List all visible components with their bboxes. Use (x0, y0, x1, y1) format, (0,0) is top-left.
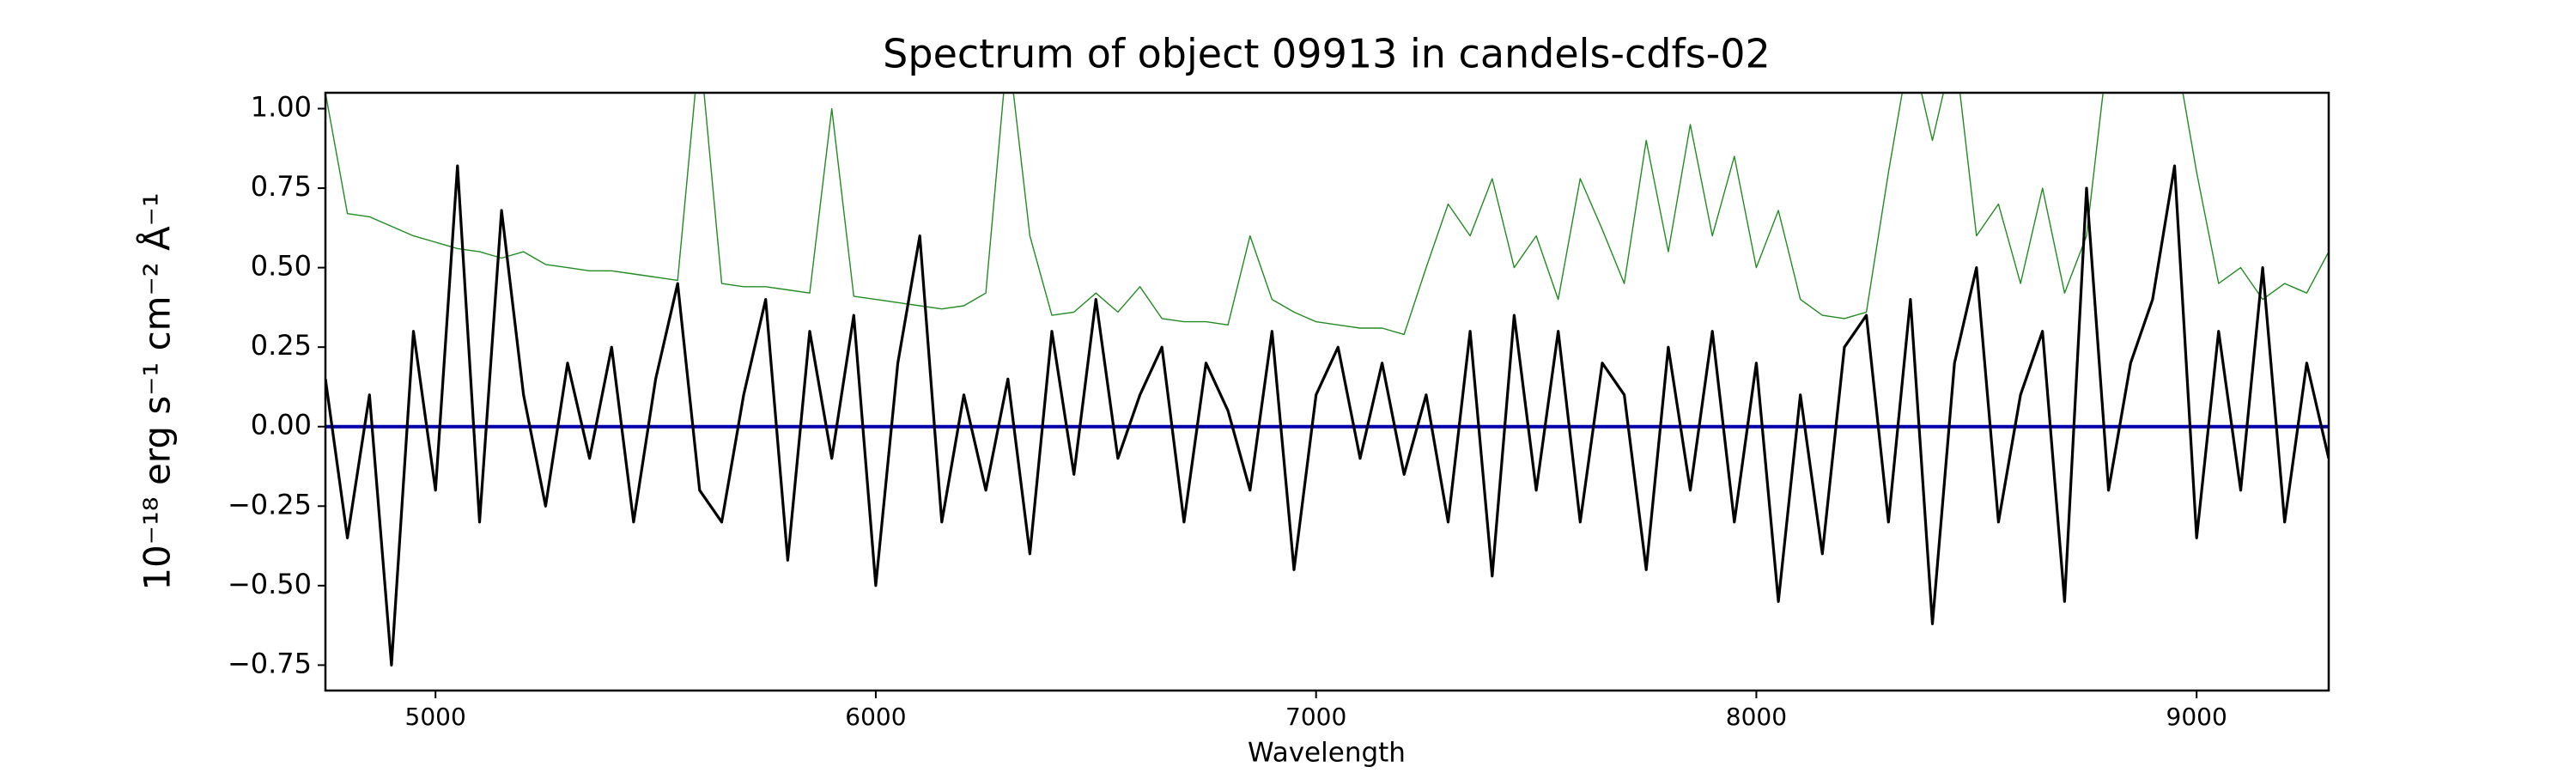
series-line (325, 164, 2329, 666)
y-tick-label: 1.00 (251, 91, 312, 124)
x-tick-label: 7000 (1285, 703, 1346, 731)
y-tick-label: −0.75 (228, 647, 312, 679)
y-axis-label: 10⁻¹⁸ erg s⁻¹ cm⁻² Å⁻¹ (136, 192, 179, 590)
plot-area (325, 93, 2329, 666)
x-tick-label: 8000 (1726, 703, 1787, 731)
x-tick-label: 6000 (845, 703, 906, 731)
y-tick-label: 0.50 (251, 250, 312, 283)
x-tick-label: 5000 (405, 703, 466, 731)
y-tick-label: −0.50 (228, 568, 312, 600)
chart-title: Spectrum of object 09913 in candels-cdfs… (883, 31, 1771, 77)
y-tick-label: −0.25 (228, 488, 312, 520)
x-axis-label: Wavelength (1248, 738, 1406, 769)
plot-frame (324, 91, 2330, 692)
x-tick-label: 9000 (2166, 703, 2227, 731)
y-tick-label: 0.25 (251, 329, 312, 362)
y-tick-label: 0.75 (251, 170, 312, 203)
series-line (325, 93, 2329, 336)
y-tick-label: 0.00 (251, 409, 312, 441)
